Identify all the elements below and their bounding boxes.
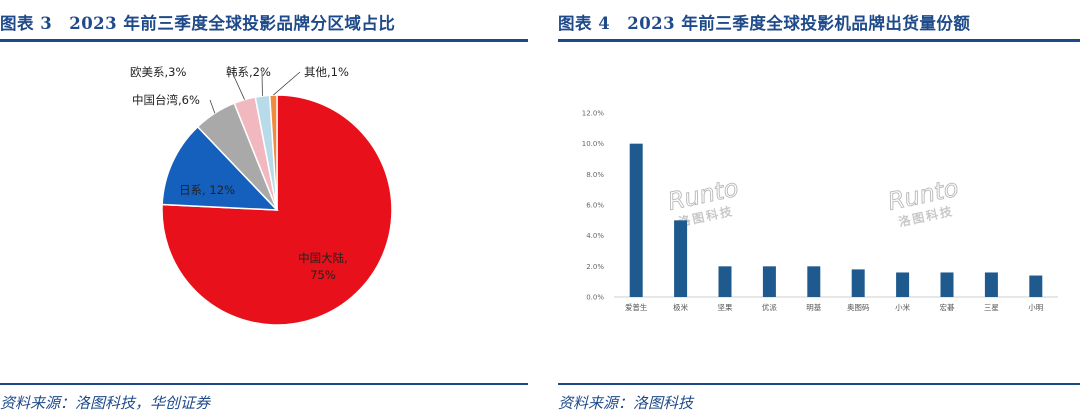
pie-label: 其他,1% (304, 65, 349, 79)
pie-label-name: 中国大陆, (298, 251, 348, 265)
bar (851, 269, 865, 297)
bar (896, 272, 910, 297)
x-category-label: 小米 (895, 302, 911, 312)
y-tick-label: 10.0% (582, 140, 605, 148)
bar (1029, 275, 1043, 297)
pie-label: 日系, 12% (179, 183, 235, 197)
pie-chart-panel: 图表 3 2023 年前三季度全球投影品牌分区域占比 中国大陆, 75% 日系, 1… (0, 0, 530, 418)
pie-label-value: 75% (310, 268, 336, 282)
y-tick-label: 12.0% (582, 110, 605, 118)
pie-leader-line (231, 71, 245, 100)
top-divider (558, 39, 1080, 42)
x-category-label: 明基 (806, 302, 821, 312)
pie-leader-line (209, 99, 216, 114)
bar (940, 272, 954, 297)
pie-chart: 中国大陆, 75% 日系, 12% 中国台湾,6% 欧美系,3% 韩系,2% 其他,1% (130, 65, 393, 326)
bar-chart: 0.0%2.0%4.0%6.0%8.0%10.0%12.0%Runto洛图科技R… (582, 110, 1058, 312)
x-category-label: 爱普生 (625, 302, 648, 312)
x-category-label: 小明 (1028, 303, 1043, 312)
y-tick-label: 8.0% (586, 171, 604, 179)
top-divider (0, 39, 528, 42)
x-category-label: 宏碁 (940, 302, 955, 312)
bar (674, 220, 688, 297)
x-category-label: 坚果 (718, 303, 733, 312)
pie-label: 欧美系,3% (130, 65, 186, 79)
bar (984, 272, 998, 297)
y-tick-label: 6.0% (586, 202, 604, 210)
y-tick-label: 4.0% (586, 232, 604, 240)
y-tick-label: 2.0% (586, 263, 604, 271)
y-tick-label: 0.0% (586, 294, 604, 302)
pie-label: 韩系,2% (226, 65, 271, 79)
x-category-label: 三星 (984, 303, 999, 312)
x-category-label: 极米 (673, 302, 688, 312)
pie-slice (161, 125, 279, 211)
bar-chart-panel: 图表 4 2023 年前三季度全球投影机品牌出货量份额 0.0% 2.0% 4.0%… (558, 0, 1080, 418)
pie-label: 中国台湾,6% (132, 93, 200, 107)
bar (718, 266, 732, 297)
bottom-divider (0, 383, 528, 385)
bar (807, 266, 821, 297)
x-category-label: 奥图码 (847, 302, 870, 312)
pie-chart-source: 资料来源：洛图科技，华创证券 (0, 394, 211, 412)
bar-chart-source: 资料来源：洛图科技 (558, 394, 694, 412)
bottom-divider (558, 383, 1080, 385)
bar (629, 143, 643, 297)
x-category-label: 优派 (762, 302, 777, 312)
bar (762, 266, 776, 297)
pie-slice (161, 94, 393, 326)
pie-chart-title: 图表 3 2023 年前三季度全球投影品牌分区域占比 (0, 14, 396, 33)
bar-chart-title: 图表 4 2023 年前三季度全球投影机品牌出货量份额 (558, 14, 971, 33)
pie-leader-line (273, 71, 301, 96)
